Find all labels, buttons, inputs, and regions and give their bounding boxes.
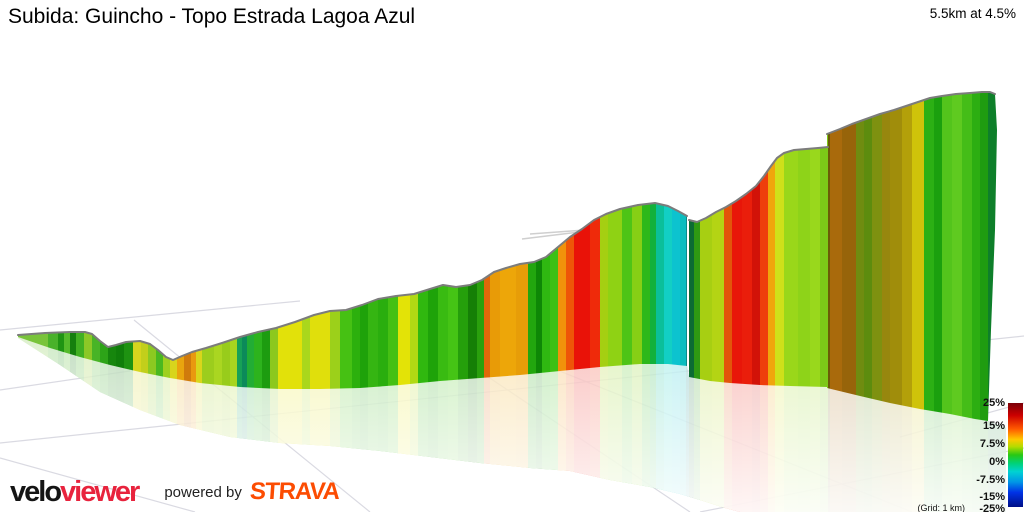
legend-tick-label: 7.5% [979, 438, 1005, 450]
strava-logo[interactable]: STRAVA [248, 478, 340, 505]
gradient-color-scale [1008, 403, 1023, 507]
legend-tick-label: 0% [989, 456, 1005, 468]
powered-by-text: powered by [164, 483, 242, 501]
climb-title: Subida: Guincho - Topo Estrada Lagoa Azu… [8, 5, 416, 28]
legend-tick-label: -15% [979, 491, 1005, 503]
legend-tick-label: 15% [982, 420, 1005, 432]
legend-tick-label: -25% [979, 503, 1005, 512]
veloviewer-logo-velo: velo [10, 476, 62, 508]
footer-branding: veloviewer powered by STRAVA [10, 476, 340, 508]
veloviewer-logo[interactable]: veloviewer [10, 476, 140, 508]
legend-tick-label: 25% [982, 397, 1005, 409]
veloviewer-logo-viewer: viewer [60, 476, 140, 508]
climb-summary-stat: 5.5km at 4.5% [929, 6, 1016, 21]
legend-tick-label: -7.5% [976, 474, 1005, 486]
grid-scale-note: (Grid: 1 km) [917, 503, 965, 512]
